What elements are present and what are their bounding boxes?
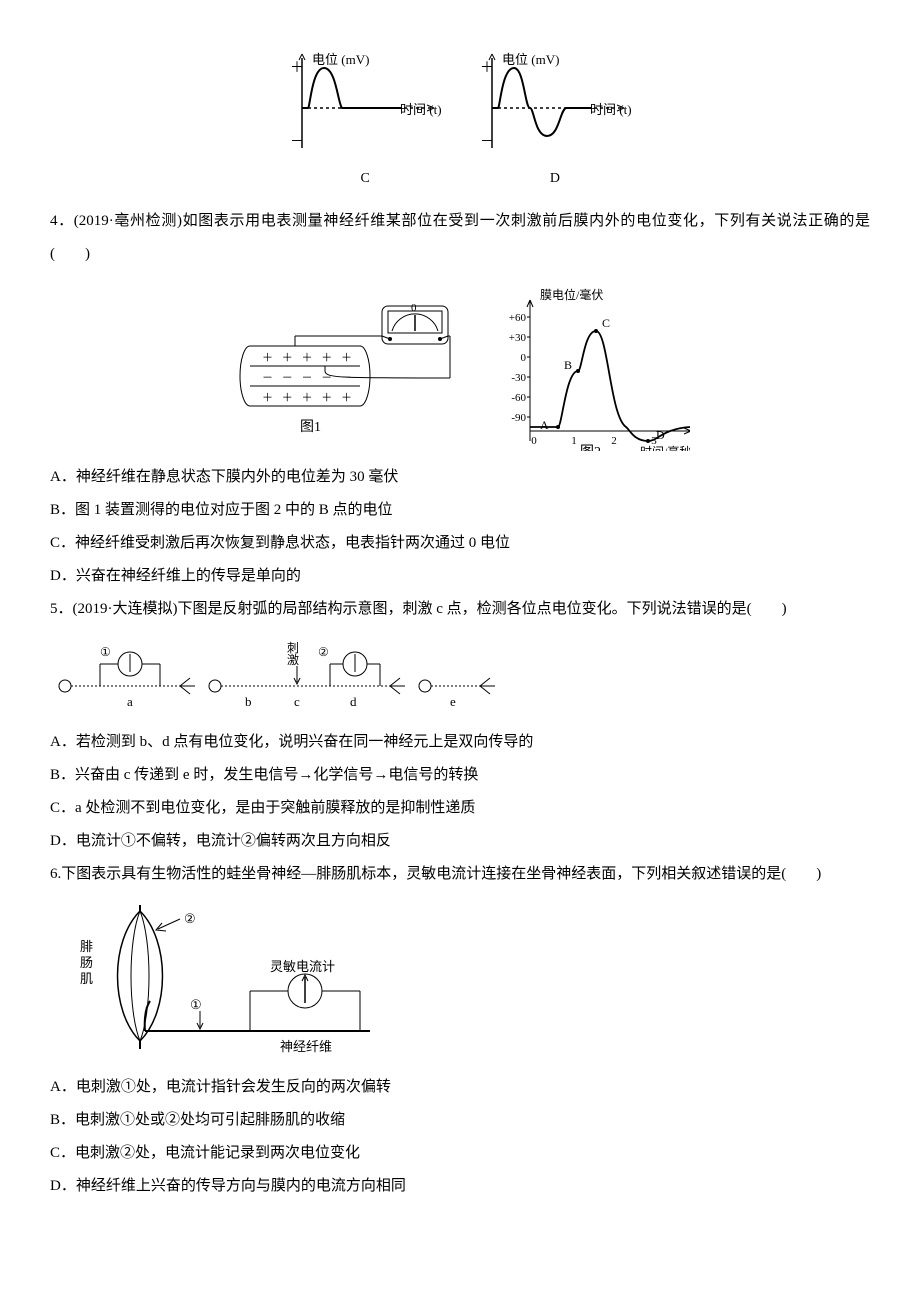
q5-lbl-d: d: [350, 694, 357, 709]
q4-optA: A．神经纤维在静息状态下膜内外的电位差为 30 毫伏: [50, 461, 870, 494]
q4-meter-zero: 0: [411, 302, 417, 314]
q4-stem: 4．(2019·亳州检测)如图表示用电表测量神经纤维某部位在受到一次刺激前后膜内…: [50, 205, 870, 271]
q4-ytick-5: -90: [511, 412, 526, 424]
q4-xtick-2: 2: [611, 435, 617, 447]
q5-optD: D．电流计①不偏转，电流计②偏转两次且方向相反: [50, 825, 870, 858]
q6-options: A．电刺激①处，电流计指针会发生反向的两次偏转 B．电刺激①处或②处均可引起腓肠…: [50, 1071, 870, 1203]
q4-optC: C．神经纤维受刺激后再次恢复到静息状态，电表指针两次通过 0 电位: [50, 527, 870, 560]
q5-options: A．若检测到 b、d 点有电位变化，说明兴奋在同一神经元上是双向传导的 B．兴奋…: [50, 726, 870, 858]
q6-optB: B．电刺激①处或②处均可引起腓肠肌的收缩: [50, 1104, 870, 1137]
q4-fig1-plus-top: ＋ ＋ ＋ ＋ ＋: [262, 352, 355, 364]
q6-figure: 腓肠肌 ② 神经纤维 ① 灵敏电流计: [50, 901, 870, 1061]
chart-d: 电位 (mV) 时间 (t) ＋ － D: [470, 50, 640, 195]
q5-lbl-a: a: [127, 694, 133, 709]
chart-d-curve: [492, 68, 592, 136]
q6-stem: 6.下图表示具有生物活性的蛙坐骨神经—腓肠肌标本，灵敏电流计连接在坐骨神经表面，…: [50, 858, 870, 891]
q4-fig2-curve: [530, 331, 690, 441]
q5-lbl-b: b: [245, 694, 252, 709]
q4-fig1-minus-mid: － － － － －: [262, 372, 355, 384]
q5-circ2: ②: [318, 645, 329, 659]
q6-muscle-label: 腓肠肌: [80, 939, 93, 986]
chart-c: 电位 (mV) 时间 (t) ＋ － C: [280, 50, 450, 195]
chart-c-ylabel: 电位 (mV): [312, 52, 369, 67]
q5-lbl-c: c: [294, 694, 300, 709]
q4-ptA: A: [540, 418, 549, 432]
q5-optC: C．a 处检测不到电位变化，是由于突触前膜释放的是抑制性递质: [50, 792, 870, 825]
q4-optD: D．兴奋在神经纤维上的传导是单向的: [50, 560, 870, 593]
q6-nerve-label: 神经纤维: [280, 1039, 332, 1054]
q4-fig1-label: 图1: [300, 420, 321, 435]
q4-ytick-2: 0: [521, 352, 527, 364]
chart-c-label: C: [280, 164, 450, 195]
q6-circ1: ①: [190, 997, 202, 1012]
charts-cd-row: 电位 (mV) 时间 (t) ＋ － C 电位 (mV) 时间 (t) ＋ －: [50, 50, 870, 195]
q5-optB: B．兴奋由 c 传递到 e 时，发生电信号→化学信号→电信号的转换: [50, 759, 870, 792]
q4-figure: ＋ ＋ ＋ ＋ ＋ － － － － － ＋ ＋ ＋ ＋ ＋ 0 图1: [50, 281, 870, 451]
q4-fig2-ylabel: 膜电位/毫伏: [540, 287, 603, 302]
q6-circ2: ②: [184, 911, 196, 926]
q4-ptB: B: [564, 358, 572, 372]
q5-svg: ① a 刺激 ② b c d e: [50, 636, 510, 716]
chart-d-ylabel: 电位 (mV): [502, 52, 559, 67]
q4-fig2-xlabel: 时间/毫秒: [640, 444, 690, 451]
q4-ytick-1: +30: [509, 332, 527, 344]
q4-fig2-label: 图2: [580, 445, 601, 451]
q5-lbl-e: e: [450, 694, 456, 709]
q4-xtick-0: 0: [531, 435, 537, 447]
q5-circ1: ①: [100, 645, 111, 659]
q5-figure: ① a 刺激 ② b c d e: [50, 636, 870, 716]
q4-ytick-4: -60: [511, 392, 526, 404]
q5-optA: A．若检测到 b、d 点有电位变化，说明兴奋在同一神经元上是双向传导的: [50, 726, 870, 759]
q4-options: A．神经纤维在静息状态下膜内外的电位差为 30 毫伏 B．图 1 装置测得的电位…: [50, 461, 870, 593]
q5-stim: 刺激: [287, 641, 299, 667]
q6-svg: 腓肠肌 ② 神经纤维 ① 灵敏电流计: [50, 901, 410, 1061]
q6-optC: C．电刺激②处，电流计能记录到两次电位变化: [50, 1137, 870, 1170]
q6-optA: A．电刺激①处，电流计指针会发生反向的两次偏转: [50, 1071, 870, 1104]
chart-c-curve: [302, 68, 402, 108]
q4-fig1-plus-bot: ＋ ＋ ＋ ＋ ＋: [262, 392, 355, 404]
q4-ytick-3: -30: [511, 372, 526, 384]
chart-c-xlabel: 时间 (t): [400, 102, 442, 117]
q6-meter-label: 灵敏电流计: [270, 959, 335, 974]
q4-ytick-0: +60: [509, 312, 527, 324]
chart-d-label: D: [470, 164, 640, 195]
q4-xtick-1: 1: [571, 435, 577, 447]
q4-svg: ＋ ＋ ＋ ＋ ＋ － － － － － ＋ ＋ ＋ ＋ ＋ 0 图1: [230, 281, 690, 451]
q4-ptC: C: [602, 316, 610, 330]
q6-optD: D．神经纤维上兴奋的传导方向与膜内的电流方向相同: [50, 1170, 870, 1203]
q5-stem: 5．(2019·大连模拟)下图是反射弧的局部结构示意图，刺激 c 点，检测各位点…: [50, 593, 870, 626]
q4-optB: B．图 1 装置测得的电位对应于图 2 中的 B 点的电位: [50, 494, 870, 527]
q4-ptD: D: [656, 428, 665, 442]
chart-d-xlabel: 时间 (t): [590, 102, 632, 117]
